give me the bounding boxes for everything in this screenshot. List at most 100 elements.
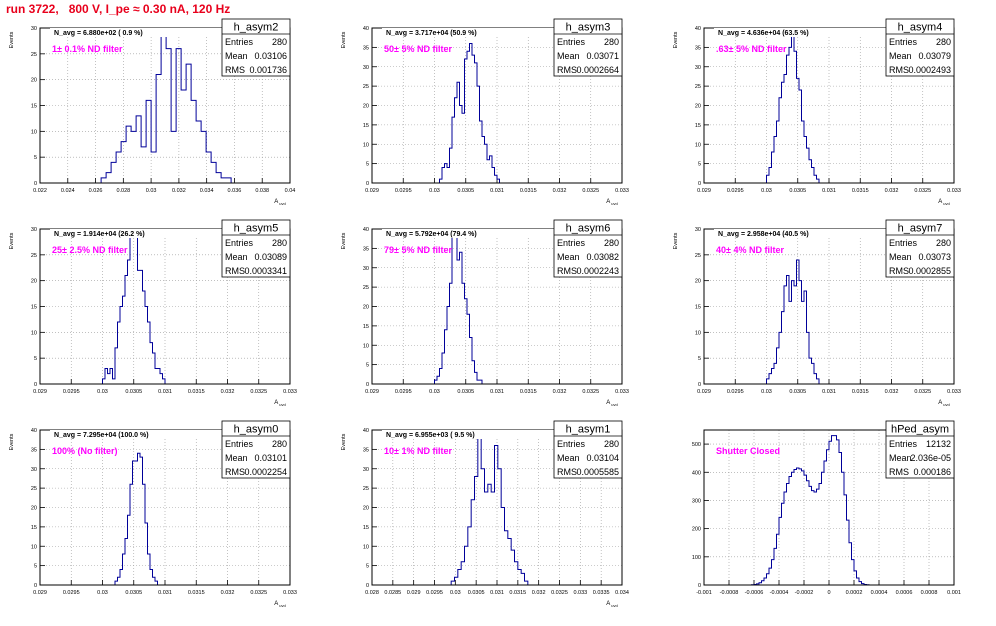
- stat-value-mean: 0.03073: [918, 252, 951, 262]
- x-tick-label: 0: [827, 590, 830, 596]
- stat-label-rms: RMS: [225, 467, 245, 477]
- stat-label-rms: RMS: [889, 266, 909, 276]
- x-tick-label: 0.026: [89, 188, 103, 194]
- filter-annotation: 100% (No filter): [52, 446, 118, 456]
- x-tick-label: 0.0315: [852, 188, 869, 194]
- x-tick-label: 0.032: [885, 188, 899, 194]
- x-tick-label: 0.0315: [520, 188, 537, 194]
- x-tick-label: 0.033: [615, 389, 629, 395]
- x-tick-label: 0.03: [429, 389, 440, 395]
- stat-label-entries: Entries: [225, 238, 254, 248]
- stats-box: [885, 18, 955, 77]
- y-tick-label: 40: [363, 26, 369, 32]
- stat-label-rms: RMS: [225, 266, 245, 276]
- histogram-svg: 0.029 0.0295 0.03 0.0305 0.031 0.0315 0.032 0.0…: [9, 219, 297, 407]
- x-tick-label: 0.03: [761, 389, 772, 395]
- stat-label-mean: Mean: [889, 453, 912, 463]
- histogram-line: [434, 228, 483, 384]
- x-tick-label: 0.0006: [896, 590, 913, 596]
- filter-annotation: 25± 2.5% ND filter: [52, 245, 128, 255]
- y-tick-label: 0: [34, 382, 37, 388]
- navg-box: [382, 430, 562, 439]
- y-tick-label: 5: [366, 363, 369, 369]
- x-axis-label: Auvd: [274, 400, 285, 407]
- x-tick-label: 0.033: [283, 590, 297, 596]
- stat-label-entries: Entries: [889, 238, 918, 248]
- filter-annotation: 79± 5% ND filter: [384, 245, 452, 255]
- x-tick-label: 0.0315: [188, 590, 205, 596]
- y-tick-label: 35: [363, 246, 369, 252]
- x-tick-label: 0.03: [97, 389, 108, 395]
- stat-label-rms: RMS: [889, 467, 909, 477]
- x-axis-label: Auvd: [274, 199, 285, 206]
- histogram-svg: 0.029 0.0295 0.03 0.0305 0.031 0.0315 0.032 0.0…: [341, 18, 629, 206]
- y-tick-label: 15: [31, 525, 37, 531]
- histogram-name: hPed_asym: [891, 424, 949, 436]
- x-tick-label: 0.032: [221, 389, 235, 395]
- stat-label-mean: Mean: [889, 252, 912, 262]
- y-tick-label: 20: [31, 78, 37, 84]
- x-tick-label: 0.001: [947, 590, 961, 596]
- stat-value-entries: 12132: [926, 439, 951, 449]
- stat-value-mean: 0.03082: [586, 252, 619, 262]
- x-tick-label: 0.0305: [789, 188, 806, 194]
- y-tick-label: 25: [695, 253, 701, 259]
- histogram-panel-h-asym3: 0.029 0.0295 0.03 0.0305 0.031 0.0315 0.032 0.0…: [332, 18, 664, 219]
- histogram-line: [439, 43, 500, 183]
- y-tick-label: 400: [692, 470, 701, 476]
- x-tick-label: 0.031: [822, 188, 836, 194]
- x-tick-label: 0.0315: [509, 590, 526, 596]
- histogram-panel-h-asym7: 0.029 0.0295 0.03 0.0305 0.031 0.0315 0.032 0.0…: [664, 219, 996, 420]
- stat-label-entries: Entries: [889, 37, 918, 47]
- histogram-svg: 0.029 0.0295 0.03 0.0305 0.031 0.0315 0.032 0.0…: [673, 219, 961, 407]
- y-tick-label: 100: [692, 555, 701, 561]
- stat-label-rms: RMS: [225, 65, 245, 75]
- histogram-name: h_asym4: [898, 22, 943, 34]
- y-axis-label: Events: [341, 433, 347, 450]
- y-tick-label: 40: [363, 227, 369, 233]
- x-tick-label: 0.0325: [914, 389, 931, 395]
- stat-value-entries: 280: [604, 37, 619, 47]
- y-tick-label: 30: [31, 227, 37, 233]
- x-tick-label: 0.0295: [727, 389, 744, 395]
- y-tick-label: 5: [698, 356, 701, 362]
- y-axis-label: Events: [341, 31, 347, 48]
- y-tick-label: 0: [698, 181, 701, 187]
- filter-annotation: 40± 4% ND filter: [716, 245, 784, 255]
- y-tick-label: 30: [363, 65, 369, 71]
- navg-box: [50, 229, 230, 238]
- x-tick-label: 0.0295: [63, 389, 80, 395]
- x-tick-label: 0.036: [228, 188, 242, 194]
- histogram-panel-hped-asym: -0.001 -0.0008 -0.0006 -0.0004 -0.0002 0 0.000…: [664, 420, 996, 621]
- y-tick-label: 20: [695, 104, 701, 110]
- x-tick-label: 0.0295: [63, 590, 80, 596]
- y-tick-label: 10: [695, 330, 701, 336]
- x-tick-label: 0.029: [33, 389, 47, 395]
- x-tick-label: 0.0004: [871, 590, 888, 596]
- stat-value-mean: 0.03089: [254, 252, 287, 262]
- stat-label-entries: Entries: [557, 37, 586, 47]
- navg-box: [382, 28, 562, 37]
- x-tick-label: 0.0315: [852, 389, 869, 395]
- y-tick-label: 5: [366, 162, 369, 168]
- y-tick-label: 0: [698, 583, 701, 589]
- plot-frame: [703, 429, 955, 586]
- y-tick-label: 0: [34, 583, 37, 589]
- stat-label-rms: RMS: [557, 467, 577, 477]
- histogram-name: h_asym2: [234, 22, 279, 34]
- y-tick-label: 15: [31, 305, 37, 311]
- y-tick-label: 25: [363, 486, 369, 492]
- stat-value-rms: 0.000186: [913, 467, 951, 477]
- filter-annotation: 1± 0.1% ND filter: [52, 44, 123, 54]
- y-tick-label: 10: [363, 544, 369, 550]
- histogram-svg: 0.029 0.0295 0.03 0.0305 0.031 0.0315 0.032 0.0…: [673, 18, 961, 206]
- y-tick-label: 500: [692, 442, 701, 448]
- y-tick-label: 35: [31, 447, 37, 453]
- x-tick-label: 0.0305: [125, 590, 142, 596]
- x-axis-label: Auvd: [274, 601, 285, 608]
- y-tick-label: 20: [363, 104, 369, 110]
- x-tick-label: 0.03: [429, 188, 440, 194]
- x-tick-label: 0.0325: [551, 590, 568, 596]
- x-tick-label: 0.0295: [426, 590, 443, 596]
- x-tick-label: 0.03: [761, 188, 772, 194]
